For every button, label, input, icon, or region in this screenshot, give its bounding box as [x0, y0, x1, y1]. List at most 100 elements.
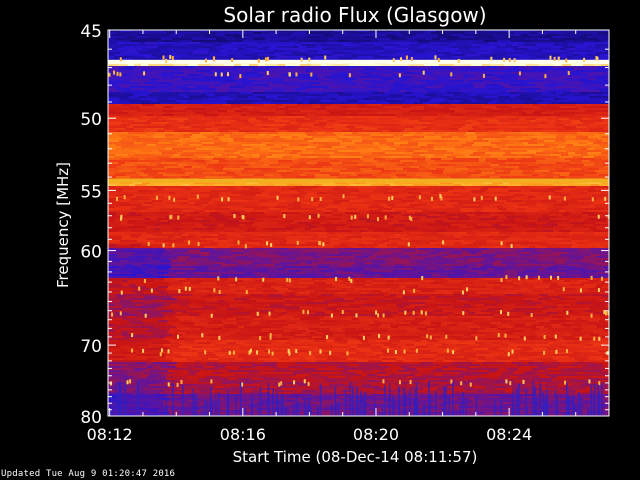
spectrogram-cell [327, 122, 341, 124]
spectrogram-cell [233, 226, 242, 228]
spectrogram-cell [250, 136, 259, 138]
spectrogram-cell [211, 130, 218, 132]
spectrogram-cell [165, 182, 176, 184]
spectrogram-cell [399, 192, 408, 194]
spectrogram-cell [140, 210, 150, 212]
spectrogram-cell [208, 196, 219, 198]
spectrogram-cell [398, 88, 413, 90]
spectrogram-cell [257, 42, 266, 44]
spectrogram-cell [298, 208, 306, 210]
spectrogram-cell [411, 136, 424, 138]
spectrogram-cell [451, 34, 465, 36]
spectrogram-cell [595, 206, 609, 208]
spectrogram-cell [441, 208, 448, 210]
spectrogram-cell [413, 134, 419, 136]
spectrogram-cell [156, 80, 167, 82]
spectrogram-cell [354, 72, 363, 74]
spectrogram-cell [413, 148, 420, 150]
spectrogram-cell [484, 100, 491, 102]
spectrogram-cell [435, 134, 449, 136]
spectrogram-cell [575, 138, 582, 140]
spectrogram-cell [180, 154, 194, 156]
spectrogram-cell [289, 144, 300, 146]
spectrogram-cell [221, 152, 234, 154]
spectrogram-cell [215, 228, 224, 230]
spectrogram-cell [284, 68, 292, 70]
spectrogram-cell [224, 118, 231, 120]
spectrogram-cell [250, 172, 258, 174]
spectrogram-cell [522, 226, 533, 228]
spectrogram-cell [329, 78, 344, 80]
spectrogram-cell [511, 170, 523, 172]
spectrogram-cell [200, 166, 206, 168]
spectrogram-cell [539, 74, 545, 76]
spectrogram-cell [553, 230, 559, 232]
spectrogram-cell [292, 162, 299, 164]
spectrogram-cell [234, 206, 243, 208]
spectrogram-cell [481, 144, 490, 146]
spectrogram-cell [108, 82, 120, 84]
spectrogram-cell [478, 34, 485, 36]
spectrogram-cell [242, 82, 252, 84]
spectrogram-cell [156, 190, 167, 192]
spectrogram-cell [182, 78, 197, 80]
spectrogram-cell [399, 220, 412, 222]
spectrogram-cell [222, 146, 237, 148]
spectrogram-cell [278, 34, 291, 36]
spectrogram-cell [510, 204, 518, 206]
spectrogram-cell [248, 200, 259, 202]
spectrogram-cell [298, 48, 309, 50]
spectrogram-cell [240, 34, 250, 36]
spectrogram-cell [456, 168, 468, 170]
spectrogram-cell [155, 42, 169, 44]
spectrogram-cell [460, 88, 471, 90]
spectrogram-cell [263, 78, 269, 80]
spectrogram-cell [186, 110, 192, 112]
spectrogram-cell [454, 184, 461, 186]
spectrogram-cell [184, 72, 191, 74]
spectrogram-cell [217, 40, 228, 42]
spectrogram-cell [447, 142, 456, 144]
spectrogram-cell [237, 68, 252, 70]
spectrogram-cell [258, 216, 270, 218]
spectrogram-cell [152, 200, 163, 202]
spectrogram-cell [538, 234, 545, 236]
spectrogram-cell [287, 170, 293, 172]
spectrogram-cell [173, 216, 188, 218]
spectrogram-cell [544, 156, 559, 158]
spectrogram-cell [245, 138, 256, 140]
spectrogram-cell [572, 120, 580, 122]
spectrogram-cell [115, 76, 126, 78]
spectrogram-cell [370, 210, 382, 212]
spectrogram-cell [353, 170, 361, 172]
spectrogram-cell [607, 138, 609, 140]
spectrogram-cell [555, 110, 570, 112]
spectrogram-cell [382, 94, 390, 96]
spectrogram-cell [515, 220, 523, 222]
spectrogram-cell [318, 50, 327, 52]
spectrogram-cell [594, 232, 601, 234]
spectrogram-cell [357, 164, 364, 166]
spectrogram-cell [174, 224, 180, 226]
spectrogram-cell [462, 52, 477, 54]
spectrogram-cell [481, 142, 491, 144]
spectrogram-cell [117, 108, 131, 110]
spectrogram-cell [462, 126, 472, 128]
spectrogram-cell [277, 124, 286, 126]
spectrogram-cell [568, 204, 582, 206]
spectrogram-cell [476, 200, 483, 202]
spectrogram-cell [253, 86, 264, 88]
spectrogram-cell [420, 218, 428, 220]
spectrogram-cell [178, 136, 184, 138]
spectrogram-cell [368, 66, 374, 68]
spectrogram-cell [163, 188, 175, 190]
spectrogram-cell [424, 136, 435, 138]
spectrogram-cell [358, 162, 372, 164]
spectrogram-cell [352, 224, 359, 226]
spectrogram-cell [551, 72, 560, 74]
spectrogram-cell [279, 128, 288, 130]
spectrogram-cell [605, 70, 609, 72]
spectrogram-cell [233, 66, 246, 68]
spectrogram-cell [298, 106, 313, 108]
spectrogram-cell [583, 86, 595, 88]
